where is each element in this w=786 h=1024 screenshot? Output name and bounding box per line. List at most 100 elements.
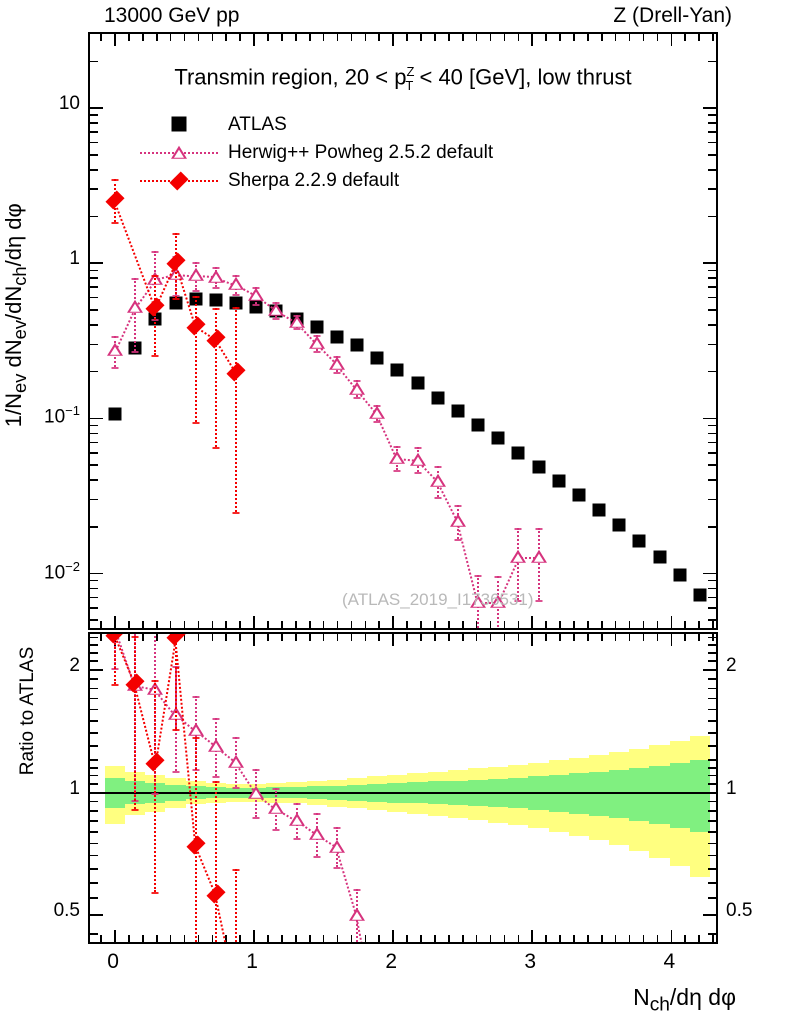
atlas-data-point [572, 488, 586, 502]
herwig-data-point [228, 277, 245, 291]
ratio-sherpa-errorbar-cap [111, 683, 119, 686]
ratio-inner-band [629, 767, 650, 822]
herwig-errorbar-cap [131, 351, 139, 354]
ratio-y-tick [90, 732, 98, 734]
x-tick-label: 3 [524, 950, 537, 973]
herwig-errorbar-cap [414, 447, 422, 450]
y-tick [708, 498, 716, 501]
herwig-data-point [369, 405, 386, 419]
ratio-sherpa-errorbar [114, 636, 117, 684]
ratio-y-tick [90, 767, 98, 769]
ratio-herwig-data-point [308, 826, 325, 840]
herwig-data-point [470, 594, 486, 608]
herwig-data-point [328, 356, 345, 370]
ratio-x-tick [392, 930, 394, 942]
x-tick [142, 34, 144, 41]
y-tick [90, 188, 98, 190]
y-tick [708, 188, 716, 190]
ratio-herwig-data-point [248, 785, 265, 799]
x-tick [197, 621, 200, 628]
y-tick [90, 277, 98, 280]
y-tick [708, 60, 716, 63]
y-tick [708, 607, 716, 609]
x-tick [225, 34, 228, 41]
x-tick [100, 34, 102, 41]
ratio-y-tick [708, 774, 716, 777]
x-tick [503, 621, 506, 628]
y-tick [90, 153, 98, 156]
sherpa-errorbar [154, 274, 157, 356]
sherpa-errorbar-cap [192, 295, 200, 298]
y-tick [90, 417, 103, 420]
ratio-y-tick [90, 842, 98, 845]
ratio-x-tick [169, 935, 172, 942]
ratio-x-tick [155, 634, 158, 641]
x-tick [169, 621, 172, 628]
ratio-sherpa-line [113, 634, 136, 684]
ratio-x-tick [434, 634, 436, 641]
atlas-data-point [169, 296, 183, 310]
sherpa-errorbar [235, 307, 238, 512]
ratio-x-tick [531, 634, 534, 646]
herwig-errorbar-cap [131, 277, 139, 280]
ratio-y-tick [708, 854, 716, 857]
ratio-sherpa-line [193, 844, 216, 895]
ratio-herwig-errorbar-cap [192, 695, 200, 698]
ratio-sherpa-data-point [165, 634, 186, 646]
atlas-data-point [552, 474, 566, 488]
header-left-text: 13000 GeV pp [104, 4, 240, 27]
sherpa-errorbar-cap [232, 307, 240, 310]
herwig-errorbar-cap [232, 274, 240, 277]
y-tick [90, 324, 98, 326]
ratio-x-tick [183, 935, 186, 942]
y-tick [708, 296, 716, 299]
x-tick [531, 616, 534, 628]
y-tick [90, 432, 98, 435]
atlas-data-point [350, 338, 364, 352]
atlas-data-point [532, 460, 545, 474]
atlas-data-point [471, 418, 485, 432]
legend-label: Herwig++ Powheg 2.5.2 default [228, 142, 494, 163]
ratio-x-tick [698, 935, 700, 942]
y-tick [708, 215, 716, 218]
ratio-x-tick [656, 935, 659, 942]
x-tick [559, 34, 561, 41]
ratio-y-tick [708, 652, 716, 654]
x-axis-title: Nch/dη dφ [633, 984, 736, 1016]
x-tick [155, 621, 158, 628]
legend-label: Sherpa 2.2.9 default [228, 170, 400, 191]
ratio-x-tick [392, 634, 394, 646]
ratio-y-tick [708, 820, 716, 823]
ratio-herwig-errorbar-cap [313, 813, 321, 816]
x-tick [336, 621, 339, 628]
ratio-inner-band [609, 770, 630, 819]
ratio-herwig-data-point [207, 738, 224, 752]
y-tick [708, 277, 716, 280]
herwig-errorbar-cap [454, 504, 462, 507]
ratio-y-tick [90, 800, 98, 803]
x-tick [378, 34, 381, 41]
y-tick [708, 432, 716, 435]
herwig-errorbar-cap [414, 472, 422, 475]
x-tick [448, 621, 450, 628]
x-tick [475, 621, 478, 628]
ratio-x-tick [253, 634, 255, 646]
atlas-data-point [370, 351, 384, 365]
atlas-data-point [229, 296, 243, 310]
sherpa-errorbar-cap [172, 297, 180, 300]
ratio-x-tick [475, 935, 478, 942]
y-tick [90, 60, 98, 63]
plot-title: Transmin region, 20 < pZT < 40 [GeV], lo… [174, 64, 632, 93]
ratio-x-tick [420, 935, 422, 942]
ratio-x-tick [628, 935, 631, 942]
ratio-x-tick [503, 634, 506, 641]
ratio-y-tick [90, 774, 98, 777]
ratio-y-tick [708, 831, 716, 833]
x-tick [128, 621, 130, 628]
ratio-y-tick [708, 759, 716, 762]
ratio-herwig-data-point [187, 723, 204, 737]
x-tick [698, 34, 700, 41]
ratio-y-tick [708, 882, 716, 884]
herwig-errorbar-cap [393, 445, 401, 448]
herwig-errorbar-cap [313, 351, 321, 354]
